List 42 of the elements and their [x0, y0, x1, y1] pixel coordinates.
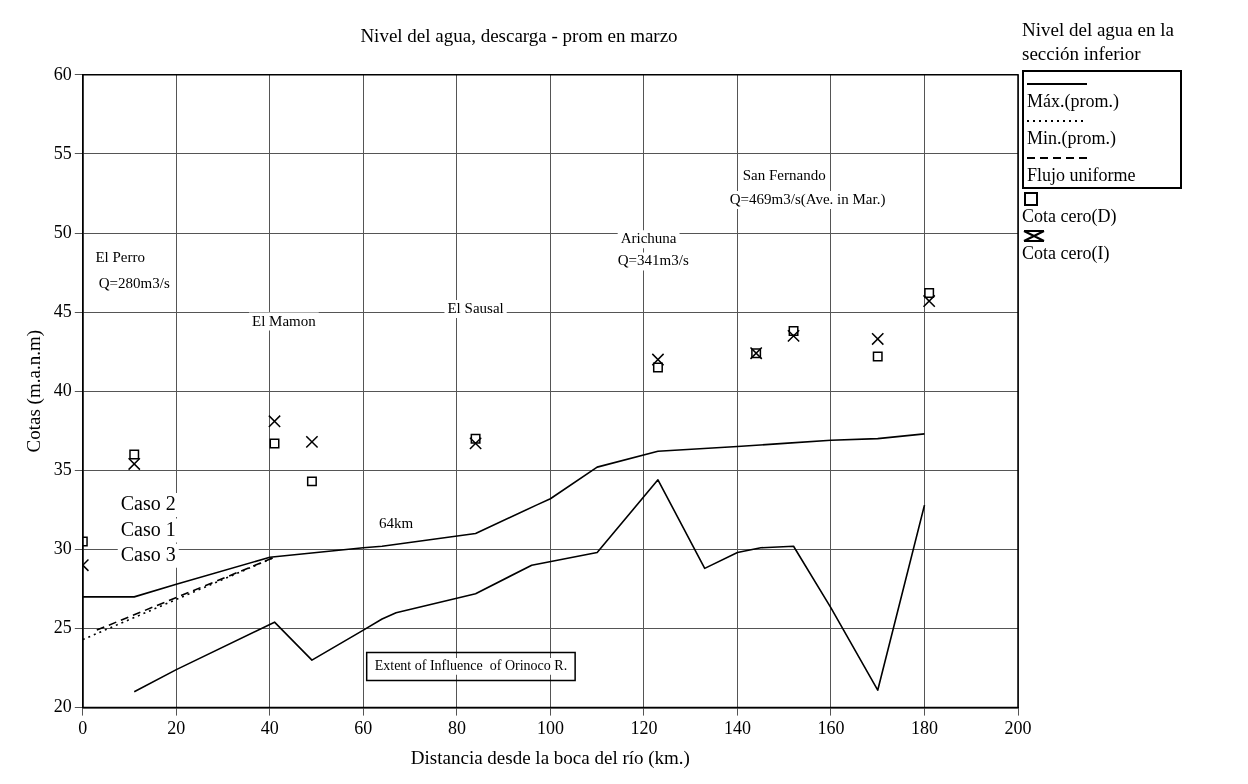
x-tick-label: 200 — [1004, 718, 1032, 739]
x-tick-label: 160 — [817, 718, 845, 739]
y-tick-label: 30 — [53, 538, 72, 559]
y-tick-label: 20 — [53, 696, 72, 717]
y-tick-label: 55 — [53, 142, 72, 163]
annotation: El Mamon — [251, 312, 317, 329]
y-tick-label: 60 — [53, 63, 72, 84]
annotation: 64km — [379, 515, 414, 532]
x-axis-title: Distancia desde la boca del río (km.) — [410, 746, 690, 769]
x-tick-label: 20 — [167, 718, 186, 739]
x-tick-label: 180 — [910, 718, 938, 739]
annotation: Q=280m3/s — [98, 274, 170, 291]
x-tick-label: 0 — [78, 718, 88, 739]
annotation: San Fernando — [742, 166, 826, 183]
x-tick-label: 40 — [260, 718, 279, 739]
x-tick-label: 100 — [536, 718, 564, 739]
annotation: Caso 2 — [120, 492, 176, 515]
legend-label: Cota cero(I) — [1022, 243, 1111, 263]
annotation: Caso 1 — [120, 517, 176, 540]
y-tick-label: 50 — [53, 221, 72, 242]
legend-label: Máx.(prom.) — [1027, 91, 1120, 111]
annotation: Q=469m3/s(Ave. in Mar.) — [729, 191, 886, 209]
legend-title: Nivel del agua en la sección inferior — [1022, 18, 1175, 66]
annotation: El Perro — [95, 249, 145, 266]
x-tick-label: 120 — [630, 718, 658, 739]
legend-label: Min.(prom.) — [1027, 128, 1117, 148]
y-tick-label: 25 — [53, 617, 72, 638]
chart-title: Nivel del agua, descarga - prom en marzo — [360, 25, 678, 47]
x-tick-label: 80 — [447, 718, 466, 739]
annotation: Q=341m3/s — [617, 252, 689, 269]
x-tick-label: 60 — [354, 718, 373, 739]
y-tick-label: 35 — [53, 459, 72, 480]
legend-label: Flujo uniforme — [1027, 165, 1137, 185]
y-axis-title: Cotas (m.a.n.m) — [23, 329, 46, 453]
annotation: Caso 3 — [120, 542, 176, 565]
y-tick-label: 40 — [53, 379, 72, 400]
y-tick-label: 45 — [53, 300, 72, 321]
legend-label: Cota cero(D) — [1022, 206, 1118, 226]
annotation: Arichuna — [620, 230, 677, 247]
annotation: Extent of Influence of Orinoco R. — [374, 658, 568, 674]
annotation: El Sausal — [447, 299, 504, 316]
x-tick-label: 140 — [723, 718, 751, 739]
